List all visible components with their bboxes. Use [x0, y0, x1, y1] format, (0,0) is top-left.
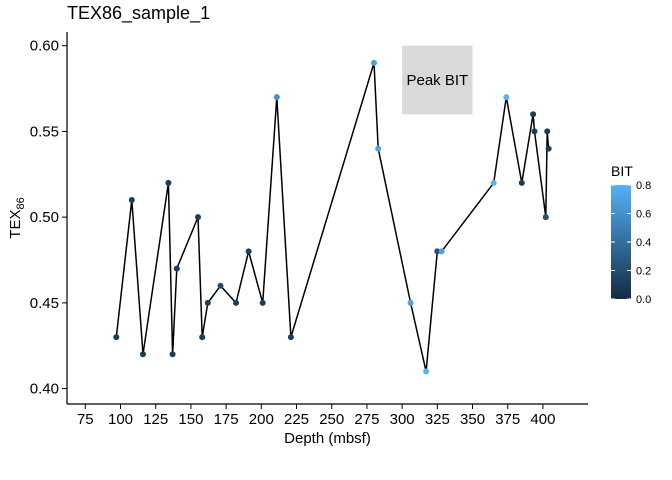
x-axis-title: Depth (mbsf) [284, 430, 371, 447]
data-point [173, 265, 180, 272]
x-tick-label: 275 [354, 411, 379, 428]
x-tick-label: 300 [390, 411, 415, 428]
x-tick-label: 375 [495, 411, 520, 428]
data-point [128, 197, 135, 203]
data-point [195, 214, 201, 221]
y-tick-label: 0.60 [30, 38, 59, 55]
data-point [287, 334, 294, 341]
y-axis-title: TEX86 [7, 197, 27, 238]
data-point [530, 111, 537, 118]
data-point [531, 128, 538, 135]
data-point [199, 334, 206, 341]
legend-title: BIT [611, 163, 633, 179]
chart-title: TEX86_sample_1 [67, 3, 210, 24]
legend-tick-label: 0.8 [636, 180, 651, 192]
plot-area: Peak BIT [113, 45, 552, 375]
legend-colorbar [611, 185, 631, 299]
data-point [245, 248, 252, 255]
y-tick-label: 0.50 [30, 209, 59, 226]
x-tick-label: 100 [108, 411, 133, 428]
data-point [545, 145, 552, 152]
data-point [503, 94, 510, 101]
data-point [490, 179, 497, 186]
data-point [217, 282, 224, 289]
y-tick-label: 0.55 [30, 123, 59, 140]
x-tick-label: 175 [214, 411, 239, 428]
data-point [113, 334, 120, 341]
data-point [371, 59, 377, 66]
x-tick-label: 225 [284, 411, 309, 428]
data-point [434, 248, 441, 255]
data-point [273, 94, 280, 101]
x-tick-label: 125 [143, 411, 168, 428]
peak-bit-annotation-label: Peak BIT [406, 72, 468, 89]
x-tick-label: 400 [530, 411, 555, 428]
legend-tick-label: 0.4 [636, 237, 651, 249]
y-axis-ticks: 0.40 0.45 0.50 0.55 0.60 [30, 38, 67, 398]
x-axis: 75 100 125 150 175 200 225 250 275 300 325 350 375 40… [67, 403, 588, 447]
legend-tick-label: 0.2 [636, 266, 651, 278]
color-legend: BIT 0.0 0.2 0.4 0.6 0.8 [611, 163, 651, 306]
x-axis-ticks: 75 100 125 150 175 200 225 250 275 300 325 350 375 40… [77, 404, 555, 428]
data-point [259, 299, 266, 306]
legend-tick-label: 0.0 [636, 294, 651, 306]
y-axis-title-main: TEX [7, 210, 24, 239]
x-tick-label: 350 [460, 411, 485, 428]
data-point [233, 299, 239, 306]
data-point [169, 351, 176, 358]
tex86-series-line [115, 62, 550, 372]
data-point [204, 299, 211, 306]
data-point [375, 145, 382, 152]
data-point [423, 368, 430, 375]
legend-ticks: 0.0 0.2 0.4 0.6 0.8 [611, 180, 651, 306]
data-point [518, 179, 525, 186]
data-point [544, 128, 551, 135]
x-tick-label: 200 [249, 411, 274, 428]
x-tick-label: 150 [178, 411, 203, 428]
y-axis-title-subscript: 86 [15, 197, 27, 209]
legend-tick-label: 0.6 [636, 209, 651, 221]
data-point [140, 351, 146, 358]
x-tick-label: 75 [77, 411, 94, 428]
data-points [113, 59, 552, 375]
y-tick-label: 0.40 [30, 381, 59, 398]
data-point [542, 214, 549, 221]
data-point [165, 179, 172, 186]
data-point [438, 248, 445, 255]
x-tick-label: 325 [425, 411, 450, 428]
peak-bit-annotation-box [402, 45, 473, 115]
y-axis: 0.40 0.45 0.50 0.55 0.60 TEX86 [7, 32, 68, 404]
data-point [407, 299, 414, 306]
x-tick-label: 250 [319, 411, 344, 428]
y-tick-label: 0.45 [30, 295, 59, 312]
